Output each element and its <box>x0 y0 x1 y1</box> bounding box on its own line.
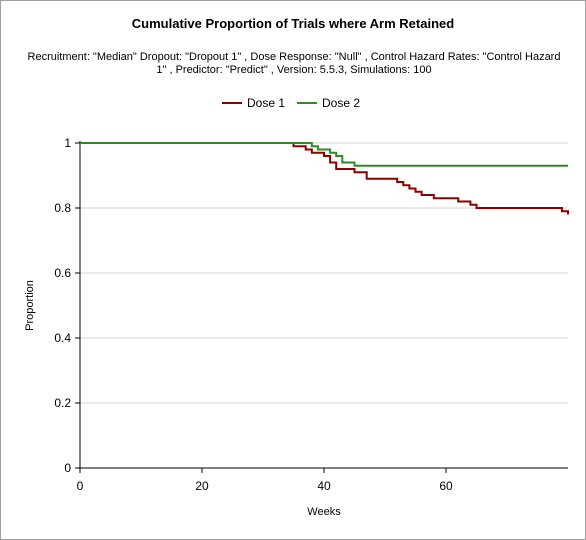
series-line-1 <box>80 142 569 215</box>
legend-label-1: Dose 1 <box>247 96 285 110</box>
legend: Dose 1 Dose 2 <box>222 96 360 110</box>
series-lines <box>80 142 569 215</box>
x-tick-label: 0 <box>77 479 84 493</box>
y-tick-label: 0 <box>64 461 71 475</box>
y-tick-label: 0.6 <box>54 266 71 280</box>
x-axis-label: Weeks <box>307 506 341 518</box>
x-tick-label: 20 <box>195 479 209 493</box>
x-tick-label: 40 <box>317 479 331 493</box>
y-tick-label: 0.2 <box>54 396 71 410</box>
tick-labels: 0 0.2 0.4 0.6 0.8 1 0 20 40 60 <box>54 136 453 493</box>
y-tick-label: 0.4 <box>54 331 71 345</box>
chart-subtitle: Recruitment: "Median" Dropout: "Dropout … <box>27 51 561 76</box>
axes <box>75 141 568 473</box>
y-tick-label: 1 <box>64 136 71 150</box>
x-tick-label: 60 <box>439 479 453 493</box>
chart-title: Cumulative Proportion of Trials where Ar… <box>131 16 455 31</box>
series-line-2 <box>80 142 568 167</box>
legend-label-2: Dose 2 <box>322 96 360 110</box>
y-axis-label: Proportion <box>24 280 36 331</box>
y-tick-label: 0.8 <box>54 201 71 215</box>
gridlines <box>80 142 568 404</box>
